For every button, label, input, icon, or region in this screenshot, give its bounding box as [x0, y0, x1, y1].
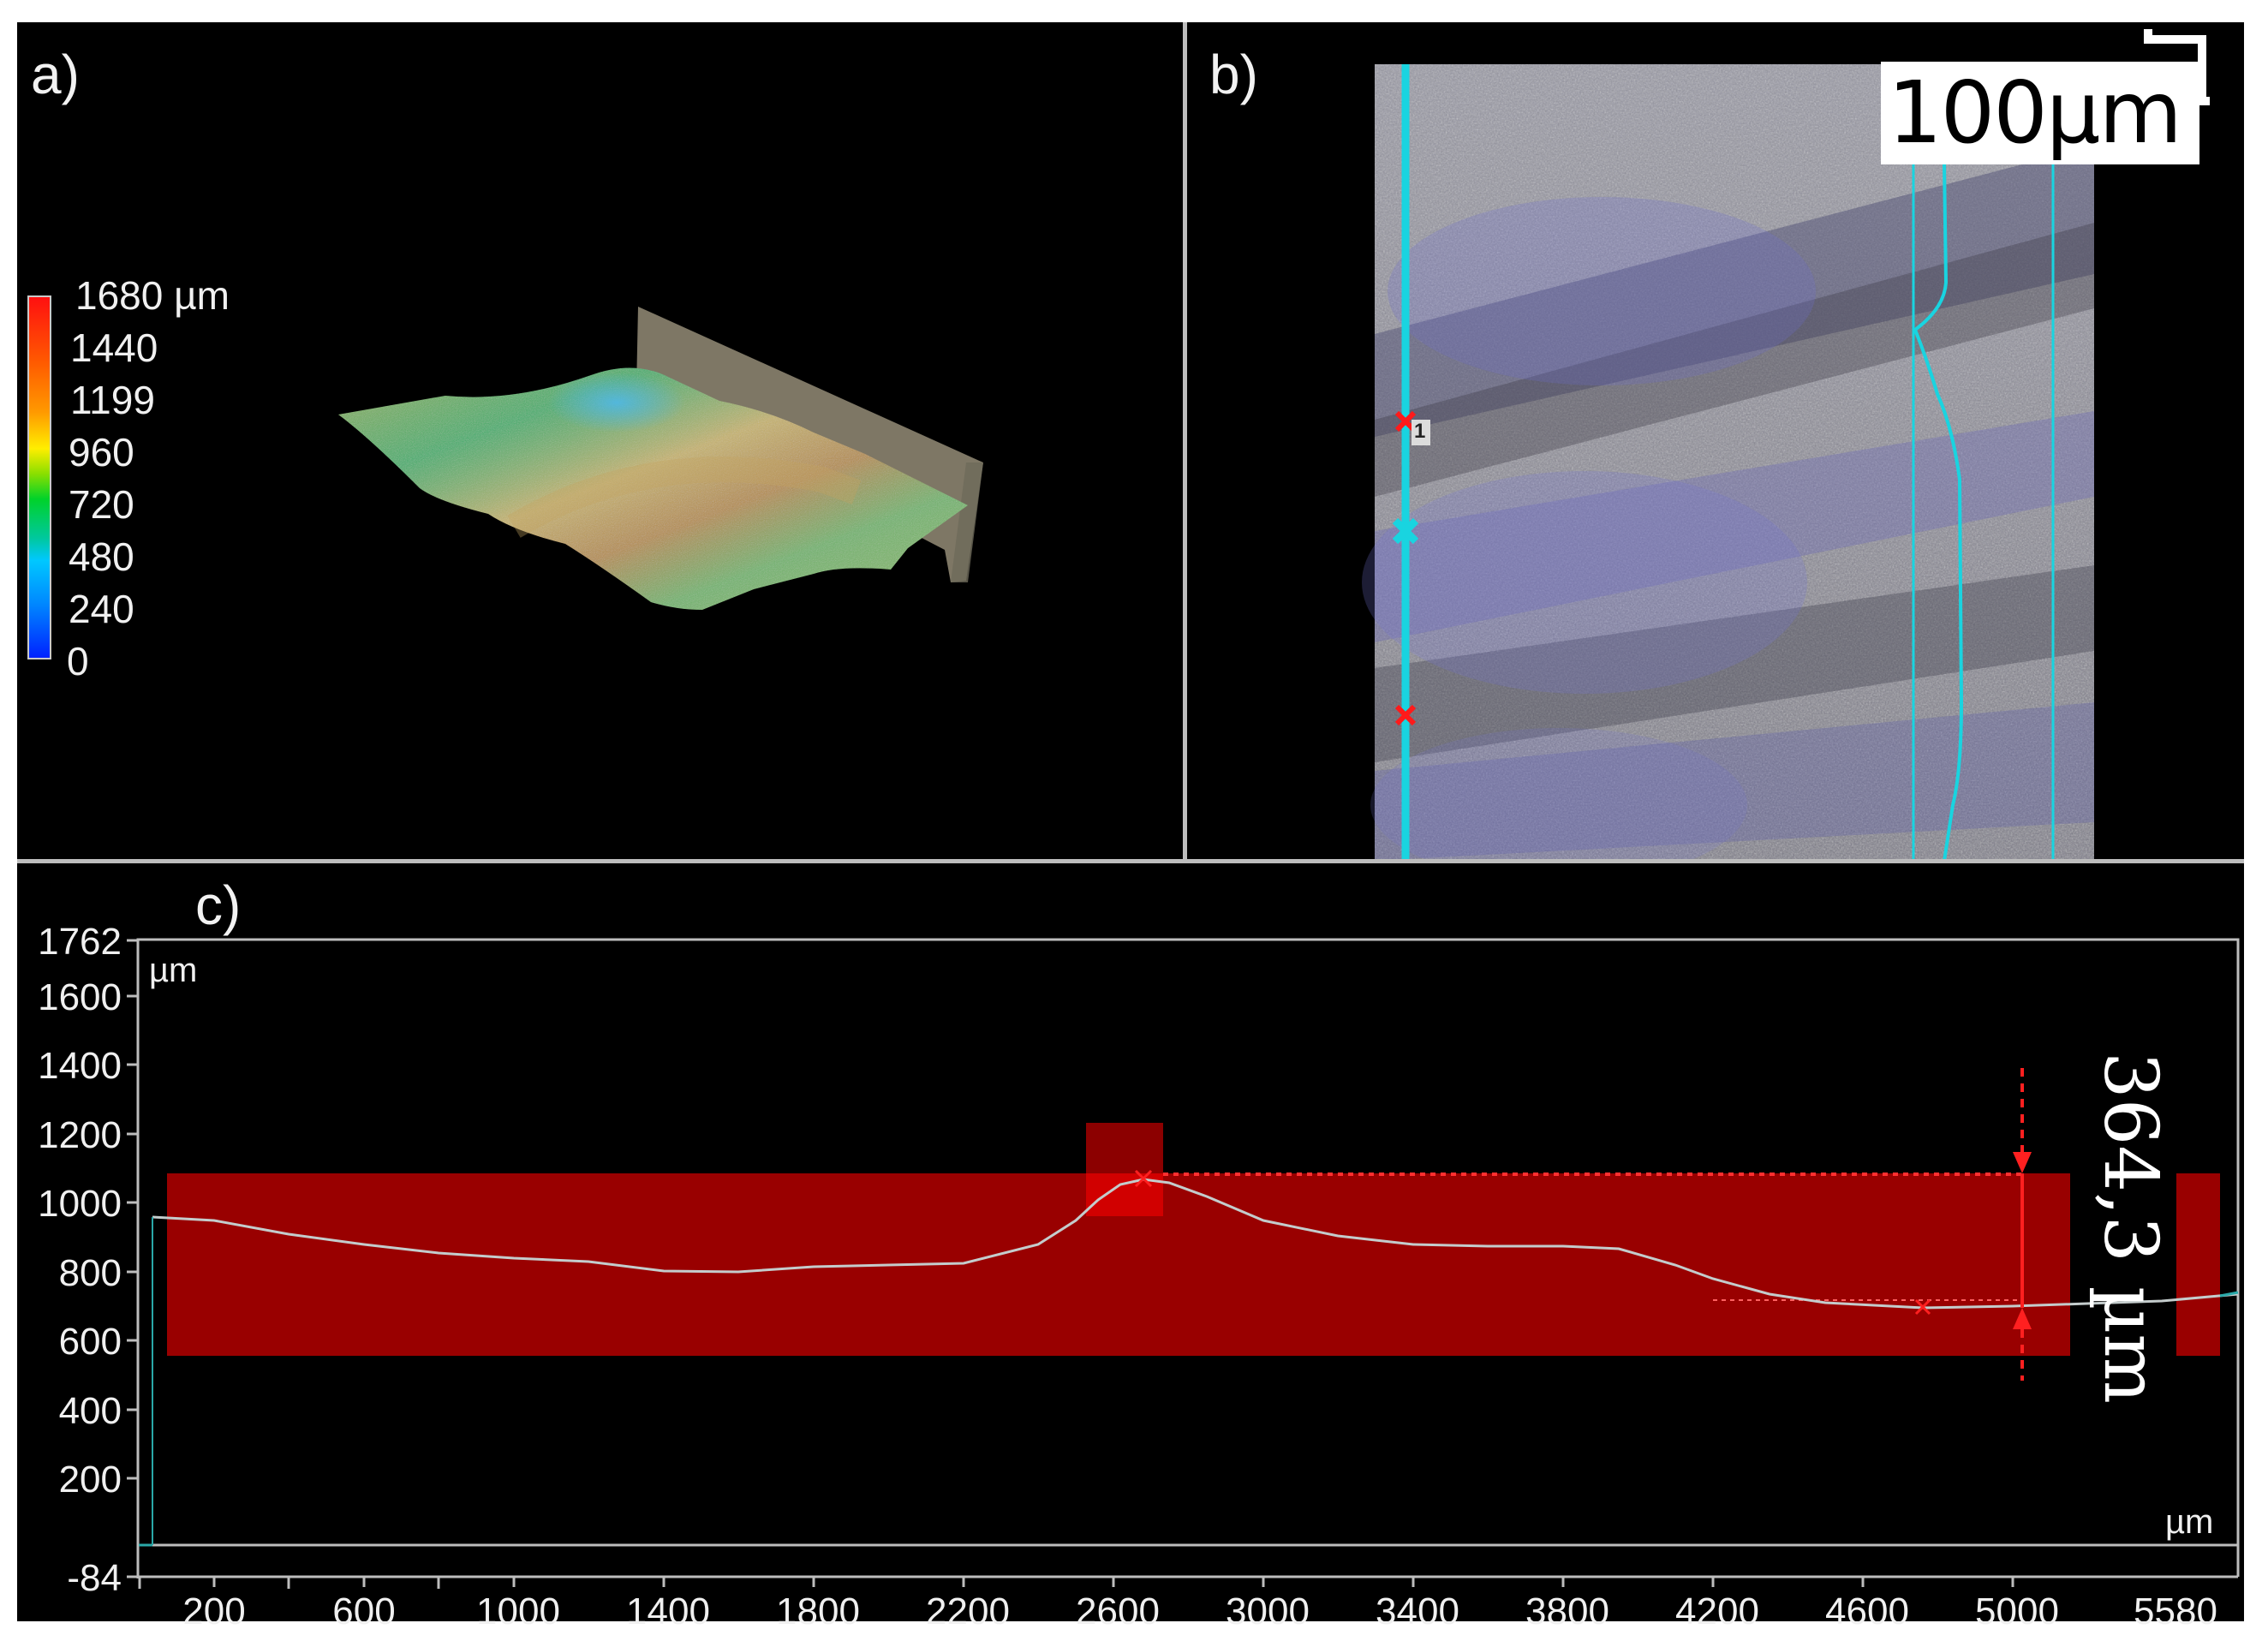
x-unit-label: µm [2165, 1503, 2214, 1541]
x-tick-label: 4200 [1675, 1590, 1759, 1632]
panel-divider-horizontal [17, 859, 2244, 863]
colorbar-tick: 960 [69, 430, 134, 474]
peak-x-icon [1134, 1169, 1153, 1188]
y-unit-label: µm [149, 952, 198, 989]
x-axis-ticks [138, 1577, 2014, 1589]
scale-bar-label: 100µm [1881, 62, 2199, 164]
profile-marker-number: 1 [1414, 420, 1426, 443]
dimension-arrow-icon [2013, 1068, 2032, 1381]
colorbar-tick: 1440 [70, 325, 158, 370]
x-tick-label: 1400 [626, 1590, 710, 1632]
x-tick-label: 5580 [2134, 1590, 2217, 1632]
x-tick-label: 4600 [1825, 1590, 1909, 1632]
panel-divider-vertical [1183, 22, 1187, 862]
y-axis-ticks [127, 939, 138, 1578]
y-tick-label: 1000 [38, 1183, 122, 1225]
y-tick-label: 1762 [38, 921, 122, 963]
x-tick-label: 2600 [1076, 1590, 1160, 1632]
y-tick-label: 400 [58, 1390, 122, 1432]
surface-mesh [338, 367, 968, 610]
colorbar-tick: 720 [69, 482, 134, 527]
x-tick-label: 5000 [1975, 1590, 2059, 1632]
x-tick-label: 600 [332, 1590, 396, 1632]
y-tick-label: -84 [67, 1557, 122, 1599]
y-tick-label: 200 [58, 1459, 122, 1501]
tolerance-band-right [2176, 1173, 2220, 1356]
marker-red-x-icon [1394, 704, 1417, 726]
colorbar [27, 295, 51, 659]
colorbar-tick-min: 0 [67, 639, 89, 683]
panel-a-label: a) [31, 44, 80, 105]
marker-cyan-x-icon [1392, 517, 1419, 545]
colorbar-tick: 1199 [70, 378, 155, 422]
peak-marker-box[interactable] [1086, 1123, 1163, 1216]
y-tick-label: 1200 [38, 1114, 122, 1156]
x-tick-label: 3800 [1525, 1590, 1609, 1632]
microscope-image[interactable] [1362, 51, 2098, 861]
y-tick-label: 1600 [38, 976, 122, 1018]
x-tick-label: 1000 [476, 1590, 560, 1632]
y-tick-label: 600 [58, 1321, 122, 1363]
x-tick-label: 3000 [1226, 1590, 1310, 1632]
colorbar-tick: 480 [69, 534, 134, 579]
x-tick-label: 3400 [1376, 1590, 1459, 1632]
profile-overlay-curve [1913, 162, 1964, 861]
panel-c-label: c) [195, 874, 242, 936]
marker-red-x-icon [1394, 410, 1417, 433]
y-tick-label: 1400 [38, 1045, 122, 1087]
x-tick-label: 2200 [926, 1590, 1010, 1632]
y-tick-label: 800 [58, 1252, 122, 1294]
profile-marker-badge [1412, 420, 1430, 445]
x-tick-label: 200 [182, 1590, 246, 1632]
colorbar-tick: 240 [69, 587, 134, 631]
surface-3d-render[interactable] [0, 0, 1182, 861]
panel-b-label: b) [1209, 44, 1258, 105]
valley-x-icon [1914, 1298, 1931, 1316]
colorbar-tick-max: 1680 µm [75, 273, 230, 318]
profile-curve [152, 1178, 2239, 1310]
measurement-label: 364,3 µm [2087, 1052, 2173, 1404]
x-tick-label: 1800 [776, 1590, 860, 1632]
